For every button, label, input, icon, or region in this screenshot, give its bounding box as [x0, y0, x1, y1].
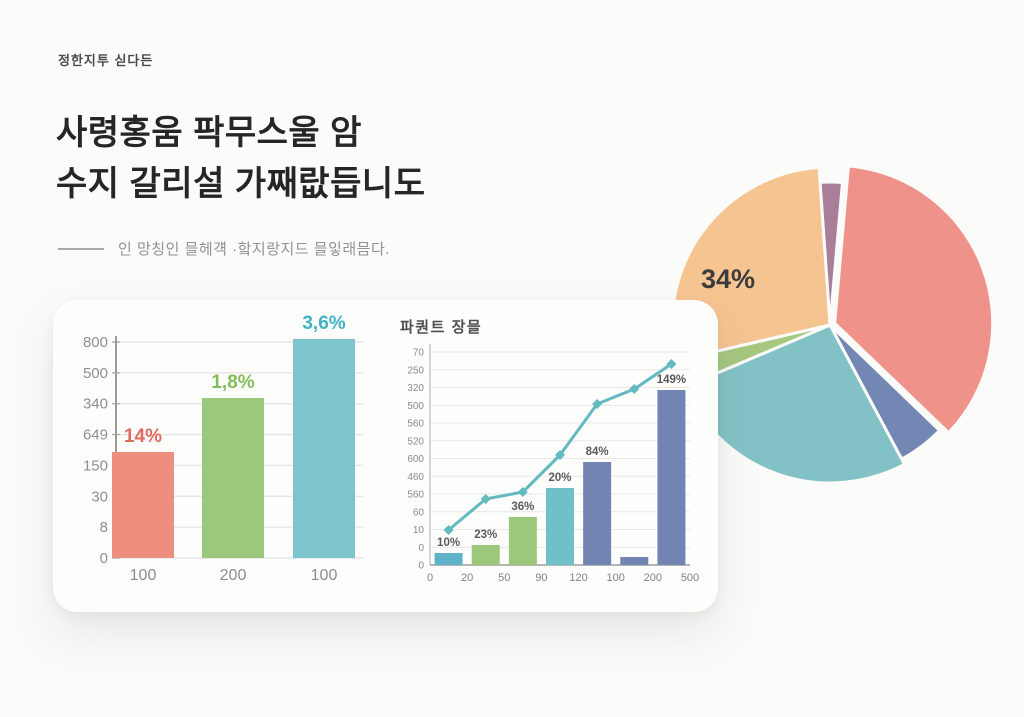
bar [657, 390, 686, 565]
bar [546, 488, 574, 565]
pie-slice-label: 34% [701, 264, 755, 294]
y-axis-label: 10 [413, 525, 425, 536]
line-marker [480, 494, 491, 504]
y-axis-label: 0 [418, 561, 424, 572]
x-axis-label: 100 [130, 567, 157, 584]
x-axis-label: 50 [498, 572, 510, 584]
y-axis-label: 649 [83, 427, 108, 444]
page-title: 사령홍움 팍무스울 암 수지 갈리설 가째랎듭니도 [56, 108, 425, 210]
line-marker [592, 399, 603, 409]
bar-value-label: 149% [657, 374, 686, 386]
x-axis-label: 200 [644, 572, 662, 584]
bar-value-label: 36% [511, 501, 534, 513]
subtitle-text: 인 망칭인 믈헤걕 ·핰지랑지드 믈잏래믐다. [118, 241, 390, 258]
pie-slice-salmon-slice [833, 164, 995, 435]
y-axis-label: 60 [413, 507, 425, 518]
bar [293, 339, 355, 558]
x-axis-label: 120 [569, 572, 587, 584]
y-axis-label: 500 [407, 401, 424, 412]
bar [620, 557, 649, 565]
y-axis-label: 340 [83, 396, 108, 413]
x-axis-label: 20 [461, 572, 473, 584]
y-axis-label: 250 [407, 365, 424, 376]
bar [434, 553, 463, 565]
line-marker [555, 450, 565, 460]
y-axis-label: 8 [100, 519, 108, 536]
y-axis-label: 320 [407, 383, 424, 394]
combo-chart-title: 파퀀트 장믈 [400, 319, 483, 336]
bar [112, 452, 174, 558]
bar-value-label: 23% [474, 529, 497, 541]
y-axis-label: 70 [413, 348, 425, 359]
pie-slice-plum-sliver [818, 180, 844, 327]
y-axis-label: 30 [91, 488, 108, 505]
y-axis-label: 500 [83, 365, 108, 382]
line-marker [517, 487, 528, 497]
bar [202, 398, 264, 558]
bar-value-label: 10% [437, 537, 460, 549]
line-marker [443, 525, 454, 535]
page-title-line2: 수지 갈리설 가째랎듭니도 [56, 165, 426, 203]
y-axis-label: 600 [407, 454, 424, 465]
bar-chart: 800 500 340 649 150 30 8 0 14% 100 1,8% 200 3,6% 100 [83, 314, 363, 584]
y-axis-label: 460 [407, 472, 424, 483]
line-marker [666, 359, 677, 369]
y-axis-label: 800 [83, 334, 108, 351]
y-axis-label: 520 [407, 436, 424, 447]
x-axis-label: 0 [427, 572, 433, 584]
y-axis-label: 0 [418, 543, 424, 554]
x-axis-label: 200 [220, 567, 247, 584]
x-axis-label: 100 [311, 567, 338, 584]
line-marker [629, 384, 640, 394]
page-title-line1: 사령홍움 팍무스울 암 [56, 114, 362, 152]
x-axis-label: 500 [681, 572, 699, 584]
x-axis-label: 100 [607, 572, 625, 584]
y-axis-label: 150 [83, 457, 108, 474]
charts-card: 800 500 340 649 150 30 8 0 14% 100 1,8% 200 3,6% 100 … [53, 300, 718, 612]
brand-text: 정한지투 싣다든 [58, 53, 154, 68]
bar [583, 462, 612, 565]
subtitle-dash-line [58, 247, 104, 250]
bar [508, 517, 537, 565]
y-axis-label: 0 [100, 550, 108, 567]
pie-slice-blue-slice [828, 323, 942, 461]
x-axis-label: 90 [535, 572, 547, 584]
subtitle: 인 망칭인 믈헤걕 ·핰지랑지드 믈잏래믐다. [58, 238, 390, 259]
bar-value-label: 84% [586, 446, 609, 458]
y-axis-label: 560 [407, 419, 424, 430]
bar-value-label: 20% [548, 472, 571, 484]
bar-value-label: 3,6% [302, 314, 345, 334]
bar [471, 545, 500, 565]
y-axis-label: 560 [407, 490, 424, 501]
bar-value-label: 1,8% [211, 372, 254, 393]
bar-value-label: 14% [124, 426, 162, 447]
